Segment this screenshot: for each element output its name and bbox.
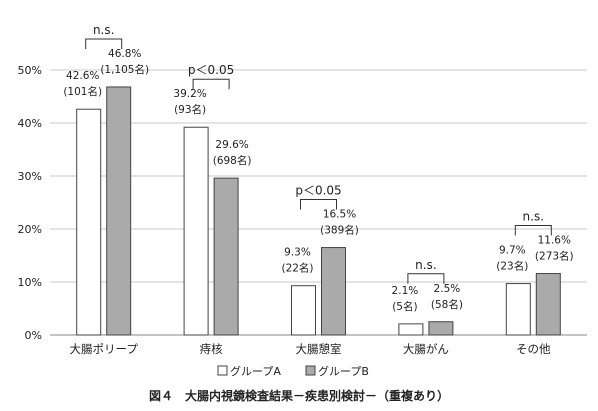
bar xyxy=(398,323,424,336)
bar xyxy=(291,285,316,336)
significance-bracket xyxy=(407,273,445,284)
bar xyxy=(321,247,346,336)
significance-label: n.s. xyxy=(415,258,437,272)
figure-caption: 図４ 大腸内視鏡検査結果－疾患別検討－（重複あり） xyxy=(149,388,449,403)
bars xyxy=(76,86,561,336)
data-label-percent: 46.8% xyxy=(108,48,141,60)
data-label-count: (93名) xyxy=(174,103,206,116)
x-tick-label: その他 xyxy=(516,342,551,356)
gridlines xyxy=(50,69,587,336)
bar xyxy=(76,108,102,336)
data-label-count: (23名) xyxy=(496,260,528,273)
significance-label: p＜0.05 xyxy=(295,184,341,198)
y-tick-label: 20% xyxy=(18,223,42,236)
y-tick-label: 10% xyxy=(18,276,42,289)
bar xyxy=(213,177,239,336)
data-label-count: (22名) xyxy=(281,262,313,275)
x-tick-label: 大腸憩室 xyxy=(296,342,342,356)
bar xyxy=(505,283,531,336)
data-label-count: (5名) xyxy=(392,300,417,313)
legend-label: グループB xyxy=(318,364,369,378)
data-label-percent: 9.7% xyxy=(499,245,526,257)
y-tick-label: 50% xyxy=(18,64,42,77)
y-tick-label: 0% xyxy=(25,329,42,342)
data-label-count: (58名) xyxy=(431,298,463,311)
y-tick-label: 30% xyxy=(18,170,42,183)
data-label-percent: 2.5% xyxy=(434,283,461,295)
bar xyxy=(106,86,132,336)
x-tick-label: 痔核 xyxy=(200,342,223,356)
data-label-count: (389名) xyxy=(320,224,359,237)
data-label-count: (273名) xyxy=(535,250,574,263)
significance-bracket xyxy=(514,225,552,236)
data-label-percent: 16.5% xyxy=(323,209,356,221)
data-label-percent: 2.1% xyxy=(392,285,419,297)
significance-bracket xyxy=(300,199,337,210)
y-tick-label: 40% xyxy=(18,117,42,130)
data-label-percent: 29.6% xyxy=(215,139,248,151)
data-label-count: (101名) xyxy=(63,85,102,98)
data-label-percent: 9.3% xyxy=(284,247,311,259)
bar xyxy=(535,273,561,336)
significance-label: n.s. xyxy=(93,23,115,37)
y-axis: 0% 10% 20% 30% 40% 50% xyxy=(18,64,42,342)
significance-bracket xyxy=(85,38,123,49)
significance-label: p＜0.05 xyxy=(188,63,234,77)
legend: グループA グループB xyxy=(217,364,369,378)
significance-brackets: n.s. p＜0.05 p＜0.05 n.s. n.s. xyxy=(85,23,552,284)
data-label-count: (1,105名) xyxy=(100,63,149,76)
data-label-percent: 11.6% xyxy=(538,235,571,247)
significance-bracket xyxy=(192,78,230,90)
legend-swatch xyxy=(305,365,316,376)
significance-label: n.s. xyxy=(523,210,545,224)
legend-swatch xyxy=(217,365,228,376)
bar xyxy=(183,126,209,336)
bar xyxy=(428,321,454,336)
x-tick-label: 大腸がん xyxy=(403,342,449,356)
data-label-count: (698名) xyxy=(213,154,252,167)
data-labels: 42.6% (101名) 46.8% (1,105名) 39.2% (93名) 29.6% (… xyxy=(63,48,573,313)
x-axis: 大腸ポリープ 痔核 大腸憩室 大腸がん その他 xyxy=(70,342,552,356)
data-label-percent: 39.2% xyxy=(173,88,206,100)
data-label-percent: 42.6% xyxy=(66,70,99,82)
legend-label: グループA xyxy=(230,364,281,378)
x-tick-label: 大腸ポリープ xyxy=(70,342,139,356)
